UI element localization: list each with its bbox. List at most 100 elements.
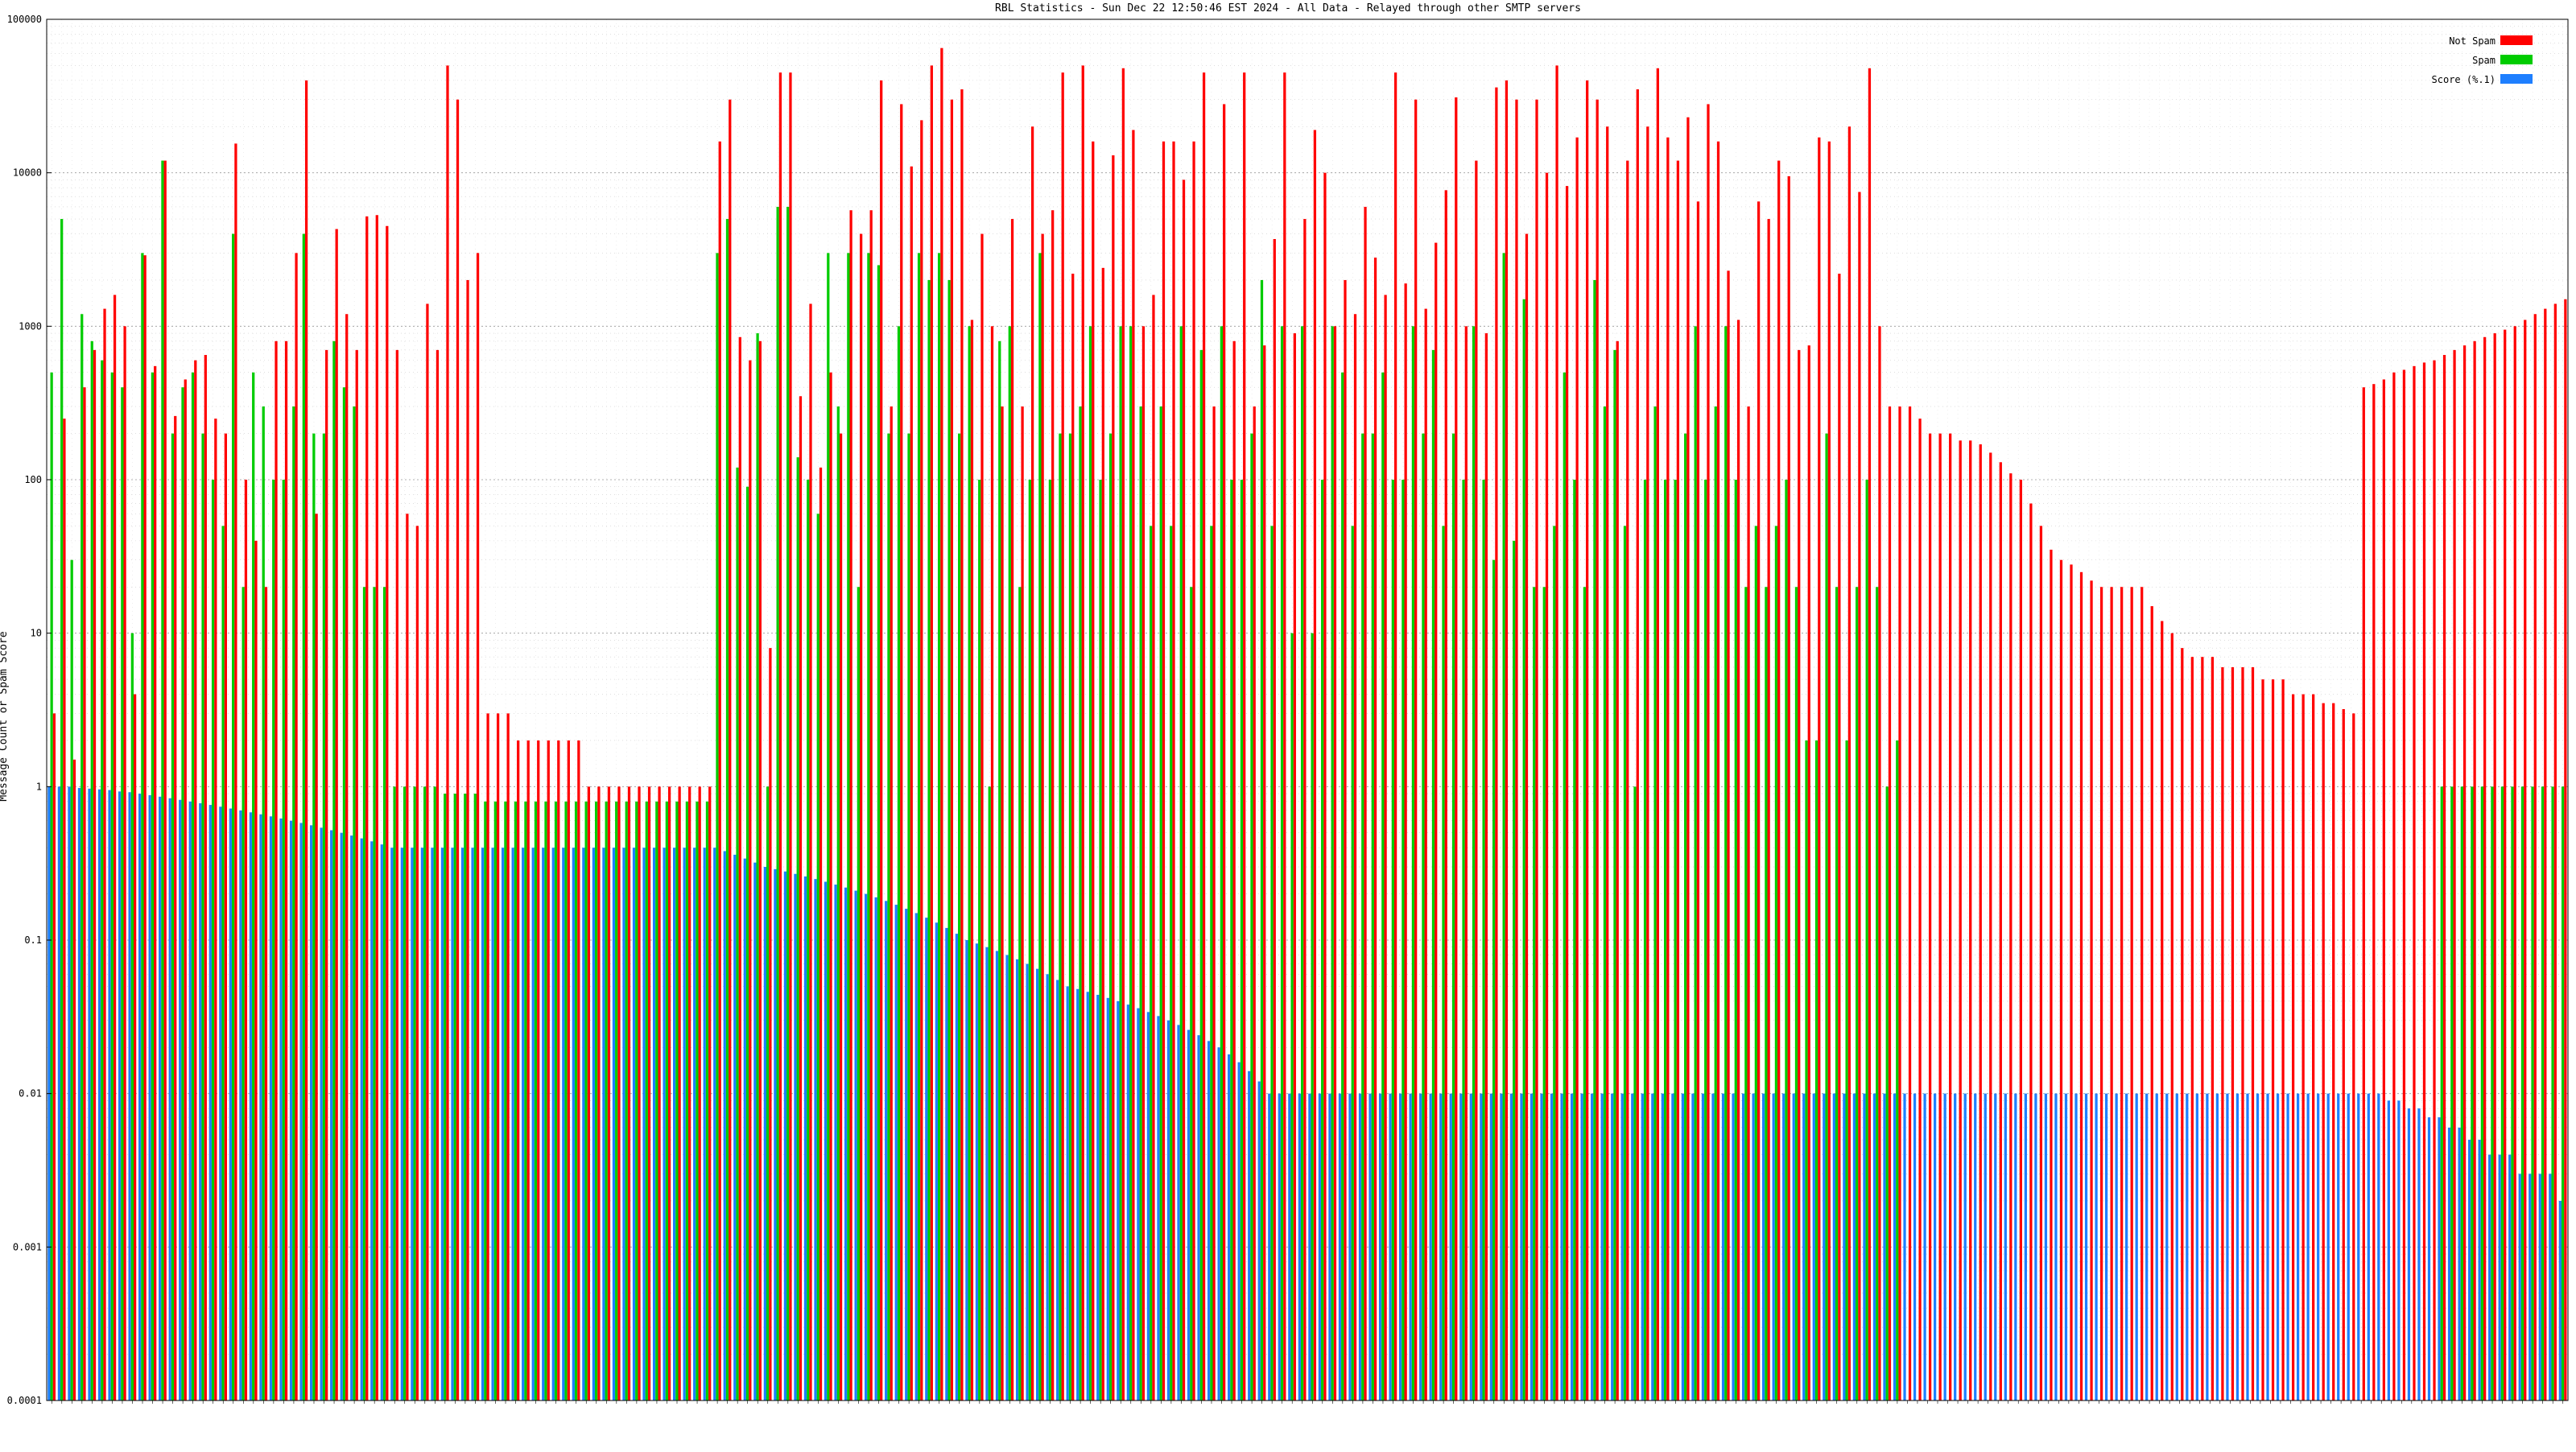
bar-score: [411, 848, 414, 1400]
bar-score: [874, 897, 877, 1400]
bar-score: [522, 848, 525, 1400]
bar-spam: [1068, 433, 1072, 1400]
bar-score: [1963, 1093, 1967, 1400]
bar-score: [1439, 1093, 1443, 1400]
bar-not-spam: [1464, 326, 1468, 1400]
bar-score: [2438, 1117, 2441, 1400]
bar-score: [592, 848, 596, 1400]
bar-spam: [201, 433, 204, 1400]
bar-spam: [2561, 786, 2565, 1400]
bar-spam: [1482, 480, 1485, 1400]
bar-score: [1701, 1093, 1705, 1400]
bar-not-spam: [1092, 141, 1095, 1400]
bar-score: [440, 848, 444, 1400]
bar-score: [1823, 1093, 1826, 1400]
bar-spam: [887, 433, 890, 1400]
bar-not-spam: [1333, 326, 1337, 1400]
bar-score: [1620, 1093, 1624, 1400]
bar-score: [865, 893, 868, 1400]
bar-spam: [675, 801, 679, 1400]
bar-not-spam: [1888, 406, 1892, 1401]
bar-score: [1832, 1093, 1835, 1400]
bar-not-spam: [325, 349, 328, 1401]
bar-score: [1066, 986, 1069, 1400]
bar-score: [562, 848, 565, 1400]
bar-score: [1611, 1093, 1614, 1400]
bar-not-spam: [1868, 68, 1872, 1401]
bar-not-spam: [496, 713, 500, 1400]
bar-spam: [181, 387, 184, 1400]
bar-not-spam: [406, 514, 409, 1401]
bar-score: [1933, 1093, 1937, 1400]
bar-not-spam: [375, 215, 378, 1401]
bar-not-spam: [1484, 333, 1488, 1401]
bar-not-spam: [809, 303, 812, 1401]
bar-spam: [473, 794, 477, 1400]
bar-not-spam: [819, 467, 823, 1400]
bar-score: [360, 838, 363, 1400]
bar-not-spam: [1061, 72, 1064, 1400]
bar-spam: [1199, 349, 1203, 1401]
bar-spam: [282, 480, 285, 1400]
bar-score: [1157, 1016, 1160, 1400]
bar-score: [1954, 1093, 1957, 1400]
bar-not-spam: [1424, 308, 1427, 1400]
bar-not-spam: [567, 740, 570, 1400]
bar-score: [1994, 1093, 1997, 1400]
bar-not-spam: [1192, 141, 1195, 1400]
bar-not-spam: [2059, 559, 2063, 1400]
bar-score: [2407, 1108, 2411, 1400]
bar-score: [1035, 968, 1039, 1400]
bar-score: [1358, 1093, 1362, 1400]
bar-score: [2317, 1093, 2320, 1400]
bar-spam: [1876, 587, 1879, 1400]
bar-not-spam: [1616, 340, 1619, 1401]
bar-not-spam: [1999, 462, 2002, 1400]
bar-score: [2397, 1100, 2401, 1400]
bar-score: [925, 918, 928, 1400]
bar-not-spam: [335, 229, 338, 1400]
bar-spam: [524, 801, 527, 1400]
bar-score: [693, 848, 696, 1400]
bar-score: [219, 806, 222, 1400]
bar-spam: [1613, 349, 1616, 1401]
chart-title: RBL Statistics - Sun Dec 22 12:50:46 EST…: [995, 2, 1581, 14]
bar-score: [2377, 1093, 2380, 1400]
bar-not-spam: [2079, 571, 2083, 1401]
bar-spam: [534, 801, 538, 1400]
bar-score: [2044, 1093, 2048, 1400]
bar-score: [582, 848, 585, 1400]
bar-not-spam: [789, 72, 792, 1400]
legend: Not Spam Spam Score (%.1): [2432, 35, 2533, 85]
bar-spam: [2520, 786, 2524, 1400]
bar-not-spam: [2504, 329, 2507, 1400]
bar-not-spam: [2211, 657, 2215, 1400]
bar-score: [2417, 1108, 2421, 1400]
bar-score: [1984, 1093, 1987, 1400]
bar-spam: [1321, 480, 1324, 1400]
bar-spam: [1351, 526, 1354, 1400]
bar-spam: [1442, 526, 1445, 1400]
bar-score: [1117, 1000, 1120, 1400]
bar-score: [985, 947, 989, 1400]
bar-score: [2206, 1093, 2209, 1400]
bar-not-spam: [557, 740, 560, 1400]
bar-score: [2084, 1093, 2088, 1400]
bar-not-spam: [1928, 433, 1932, 1400]
bar-not-spam: [83, 387, 86, 1400]
bar-spam: [696, 801, 699, 1400]
bar-spam: [716, 253, 719, 1401]
bar-not-spam: [2170, 633, 2174, 1400]
bar-not-spam: [1273, 238, 1276, 1400]
bar-score: [1469, 1093, 1472, 1400]
bar-not-spam: [456, 99, 460, 1400]
bar-not-spam: [1575, 137, 1579, 1400]
bar-score: [995, 951, 999, 1400]
bar-score: [2034, 1093, 2037, 1400]
bar-not-spam: [295, 253, 298, 1401]
bar-spam: [1774, 526, 1778, 1400]
bar-score: [2529, 1174, 2532, 1400]
bar-score: [2186, 1093, 2189, 1400]
bar-spam: [151, 372, 155, 1400]
bar-spam: [302, 233, 305, 1401]
